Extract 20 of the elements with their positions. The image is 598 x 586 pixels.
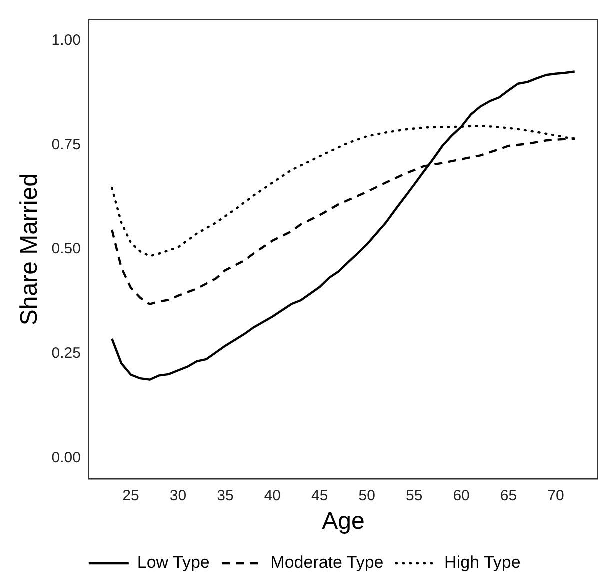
x-tick-label: 65 (500, 487, 518, 504)
x-tick-label: 30 (170, 487, 187, 504)
x-tick-label: 55 (406, 487, 423, 504)
y-tick-label: 0.75 (52, 136, 81, 154)
x-axis-title: Age (322, 508, 365, 536)
y-axis-title: Share Married (16, 174, 44, 326)
legend-label: High Type (444, 553, 521, 572)
y-tick-label: 0.25 (52, 345, 81, 362)
x-tick-label: 70 (548, 487, 564, 504)
y-tick-label: 0.50 (52, 240, 81, 258)
legend-label: Low Type (137, 553, 210, 572)
x-tick-label: 25 (122, 487, 140, 504)
x-tick-label: 35 (217, 487, 234, 504)
x-tick-label: 60 (453, 487, 470, 504)
legend-label: Moderate Type (270, 553, 384, 572)
x-tick-label: 50 (358, 487, 376, 504)
y-tick-label: 1.00 (52, 32, 81, 50)
x-tick-label: 40 (264, 487, 282, 504)
x-tick-label: 45 (312, 487, 328, 504)
y-tick-label: 0.00 (52, 449, 81, 466)
